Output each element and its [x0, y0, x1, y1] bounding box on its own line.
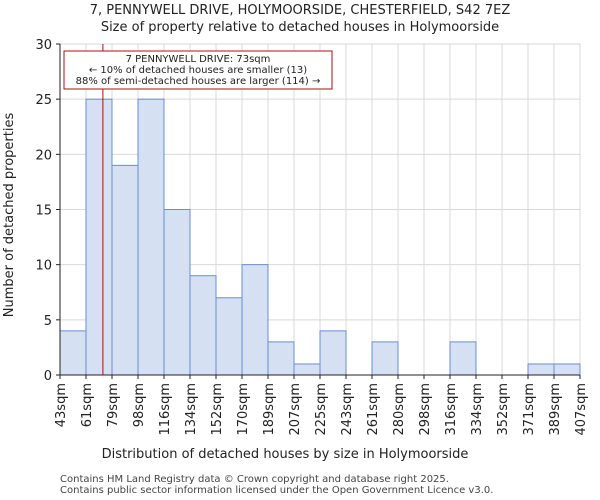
histogram-bar: [319, 330, 347, 376]
annotation-line-1: 7 PENNYWELL DRIVE: 73sqm: [126, 54, 271, 65]
x-tick-label: 407sqm: [574, 383, 589, 436]
histogram-bar: [371, 341, 399, 376]
y-tick-label: 15: [35, 204, 52, 219]
x-tick-label: 261sqm: [366, 383, 381, 436]
x-tick-label: 280sqm: [392, 383, 407, 436]
x-tick-label: 352sqm: [496, 383, 511, 436]
footer-copyright: Contains HM Land Registry data © Crown c…: [60, 474, 449, 485]
x-tick-label: 334sqm: [470, 383, 485, 436]
x-tick-label: 207sqm: [288, 383, 303, 436]
histogram-bar: [137, 98, 165, 376]
y-tick-label: 30: [35, 38, 52, 53]
histogram-bar: [527, 363, 555, 376]
histogram-bar: [215, 297, 243, 376]
x-tick-label: 61sqm: [80, 383, 95, 427]
y-tick-label: 20: [35, 148, 52, 163]
annotation-line-2: ← 10% of detached houses are smaller (13…: [89, 65, 307, 76]
y-ticks: 0 5 10 15 20 25 30: [35, 38, 60, 384]
y-tick-label: 25: [35, 93, 52, 108]
chart-title: 7, PENNYWELL DRIVE, HOLYMOORSIDE, CHESTE…: [89, 3, 511, 18]
x-tick-label: 43sqm: [54, 383, 69, 427]
chart-subtitle: Size of property relative to detached ho…: [100, 20, 500, 35]
x-tick-label: 98sqm: [132, 383, 147, 427]
histogram-bar: [111, 164, 139, 376]
histogram-bar: [449, 341, 477, 376]
x-axis-label: Distribution of detached houses by size …: [102, 447, 469, 462]
x-ticks: 43sqm 61sqm 79sqm 98sqm 116sqm 134sqm 152sqm 17…: [54, 375, 589, 436]
histogram-bar: [85, 98, 113, 376]
x-tick-label: 134sqm: [184, 383, 199, 436]
x-tick-label: 371sqm: [522, 383, 537, 436]
histogram-bar: [553, 363, 581, 376]
y-tick-label: 5: [44, 314, 52, 329]
annotation-line-3: 88% of semi-detached houses are larger (…: [76, 76, 321, 87]
histogram-bar: [293, 363, 321, 376]
histogram-bar: [59, 330, 87, 376]
x-tick-label: 170sqm: [236, 383, 251, 436]
x-tick-label: 79sqm: [106, 383, 121, 427]
x-tick-label: 225sqm: [314, 383, 329, 436]
histogram-bar: [267, 341, 295, 376]
x-tick-label: 116sqm: [158, 383, 173, 436]
annotation-box: 7 PENNYWELL DRIVE: 73sqm ← 10% of detach…: [63, 50, 333, 90]
annotation-border: [63, 50, 333, 90]
histogram-bar: [241, 264, 269, 376]
x-tick-label: 298sqm: [418, 383, 433, 436]
histogram-bar: [189, 275, 217, 376]
x-tick-label: 316sqm: [444, 383, 459, 436]
y-tick-label: 0: [44, 369, 52, 384]
x-tick-label: 389sqm: [548, 383, 563, 436]
footer-licence: Contains public sector information licen…: [60, 485, 494, 496]
x-tick-label: 243sqm: [340, 383, 355, 436]
y-axis-label: Number of detached properties: [2, 113, 17, 318]
x-tick-label: 152sqm: [210, 383, 225, 436]
x-tick-label: 189sqm: [262, 383, 277, 436]
histogram-bar: [163, 209, 191, 376]
y-tick-label: 10: [35, 259, 52, 274]
